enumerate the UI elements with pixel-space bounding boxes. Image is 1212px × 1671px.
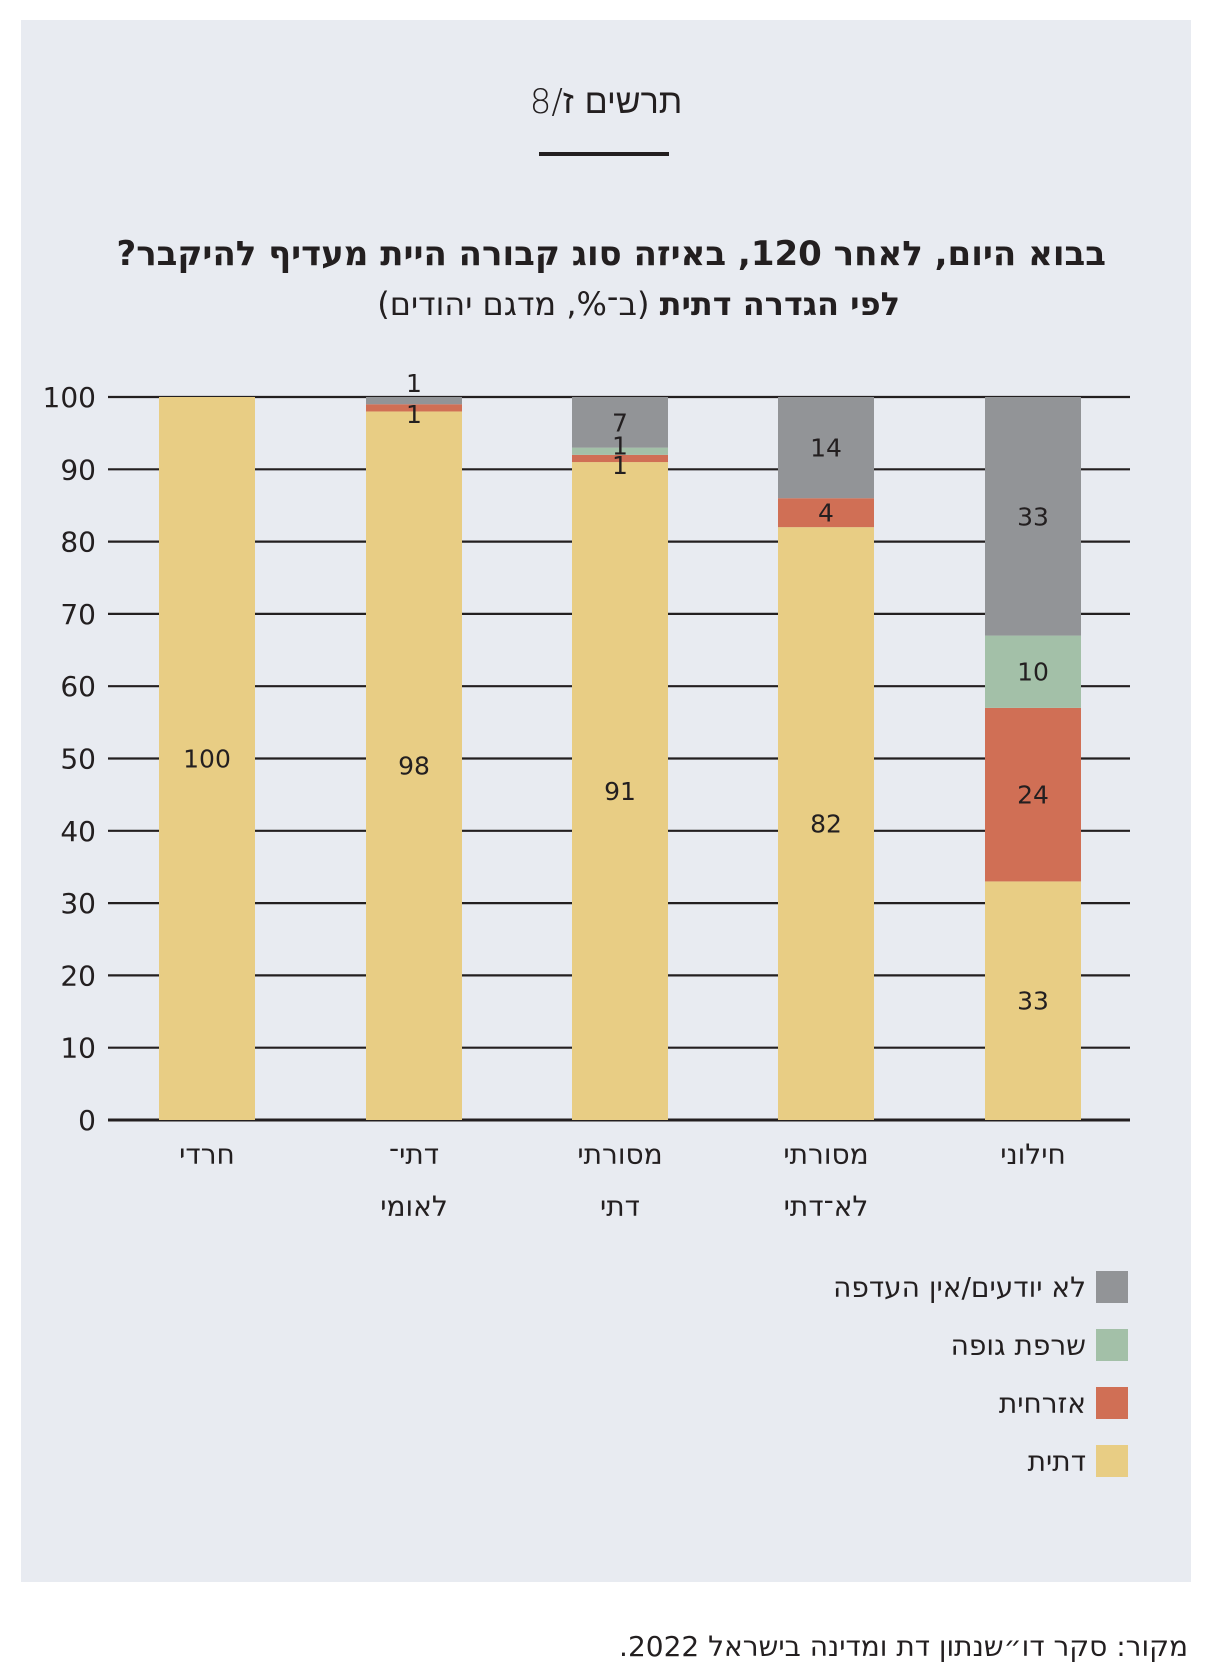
chart-legend: לא יודעים/אין העדפה שרפת גופה אזרחית דתית (833, 1270, 1128, 1502)
y-tick-label: 80 (60, 526, 96, 559)
bar-segment (985, 397, 1081, 636)
data-label: 100 (183, 745, 231, 774)
y-tick-label: 60 (60, 670, 96, 703)
bar-segment (572, 454, 668, 463)
bar-segment (985, 707, 1081, 882)
y-tick-label: 0 (78, 1104, 96, 1137)
bar-segment (572, 447, 668, 455)
y-tick-label: 70 (60, 598, 96, 631)
bar-segment (572, 397, 668, 448)
data-label: 33 (1017, 987, 1049, 1016)
source-note: מקור: סקר דו״שנתון דת ומדינה בישראל 2022… (619, 1630, 1188, 1663)
data-label: 1 (406, 400, 422, 429)
y-tick-label: 100 (43, 381, 96, 414)
legend-item: אזרחית (833, 1386, 1128, 1420)
data-label: 10 (1017, 658, 1049, 687)
bar-segment (778, 498, 874, 528)
bar-segment (159, 397, 255, 1120)
legend-item: דתית (833, 1444, 1128, 1478)
data-label: 33 (1017, 502, 1049, 531)
chart-title: בבוא היום, לאחר 120, באיזה סוג קבורה היי… (116, 234, 1106, 274)
category-label: לאומי (380, 1190, 448, 1223)
y-tick-label: 20 (60, 959, 96, 992)
legend-label: לא יודעים/אין העדפה (833, 1270, 1086, 1304)
data-label: 14 (810, 434, 842, 463)
bar-segment (985, 881, 1081, 1120)
legend-label: שרפת גופה (950, 1328, 1086, 1362)
legend-swatch (1096, 1271, 1128, 1303)
figure-label: תרשים ז/8 (529, 82, 683, 122)
legend-label: דתית (1027, 1444, 1086, 1478)
bar-segment (778, 527, 874, 1120)
category-label: מסורתי (577, 1138, 662, 1171)
chart-subtitle-rest: (ב־%, מדגם יהודים) (377, 285, 660, 323)
data-label: 7 (612, 408, 628, 437)
legend-label: אזרחית (998, 1386, 1086, 1420)
category-label: דתי־ (389, 1138, 439, 1171)
legend-swatch (1096, 1329, 1128, 1361)
y-tick-label: 10 (60, 1032, 96, 1065)
legend-item: שרפת גופה (833, 1328, 1128, 1362)
data-label: 4 (818, 499, 834, 528)
chart-subtitle: לפי הגדרה דתית (ב־%, מדגם יהודים) (377, 285, 900, 323)
y-tick-label: 30 (60, 887, 96, 920)
bar-segment (572, 462, 668, 1120)
y-tick-label: 50 (60, 743, 96, 776)
chart-subtitle-bold: לפי הגדרה דתית (659, 285, 900, 323)
data-label: 1 (612, 432, 628, 461)
y-tick-label: 90 (60, 453, 96, 486)
data-label: 1 (406, 369, 422, 398)
legend-item: לא יודעים/אין העדפה (833, 1270, 1128, 1304)
category-label: מסורתי (783, 1138, 868, 1171)
bar-segment (366, 411, 462, 1121)
legend-swatch (1096, 1387, 1128, 1419)
category-label: דתי (600, 1190, 640, 1223)
data-label: 24 (1017, 781, 1049, 810)
bar-segment (366, 397, 462, 405)
figure-label-rule (539, 152, 669, 156)
bar-segment (985, 635, 1081, 708)
category-label: חרדי (179, 1138, 235, 1171)
data-label: 1 (612, 451, 628, 480)
category-label: חילוני (1000, 1138, 1066, 1171)
data-label: 91 (604, 777, 636, 806)
y-tick-label: 40 (60, 815, 96, 848)
data-label: 98 (398, 752, 430, 781)
bar-segment (366, 404, 462, 412)
bar-segment (778, 397, 874, 499)
legend-swatch (1096, 1445, 1128, 1477)
data-label: 82 (810, 810, 842, 839)
category-label: לא־דתי (784, 1190, 869, 1223)
